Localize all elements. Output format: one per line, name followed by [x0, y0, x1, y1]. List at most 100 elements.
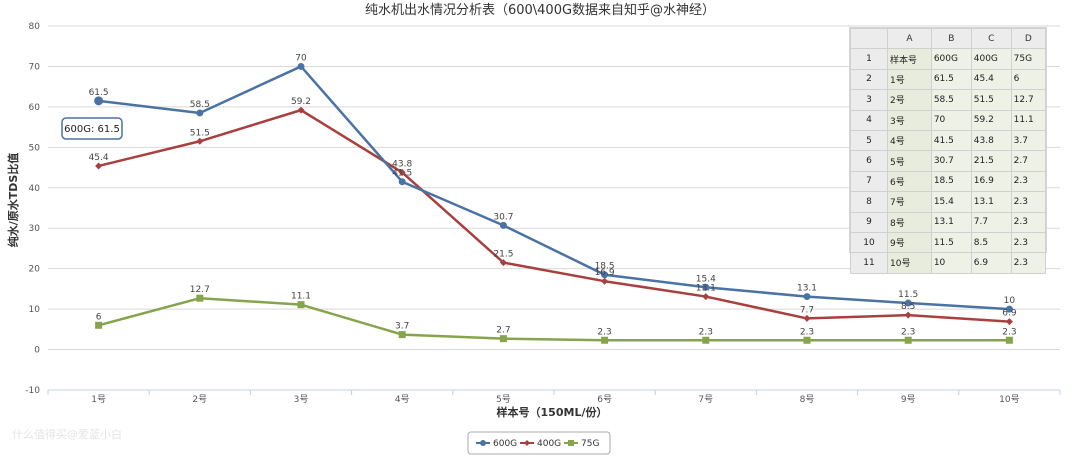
- data-point-600G[interactable]: [499, 221, 507, 229]
- sheet-row-number[interactable]: 11: [850, 252, 888, 274]
- data-point-400G[interactable]: [499, 259, 507, 267]
- sheet-cell[interactable]: 21.5: [970, 150, 1012, 172]
- sheet-cell[interactable]: 13.1: [930, 211, 972, 233]
- x-tick-label: 7号: [698, 394, 713, 405]
- sheet-cell[interactable]: 59.2: [970, 109, 1012, 131]
- sheet-cell[interactable]: 8.5: [970, 231, 1012, 254]
- sheet-cell[interactable]: 15.4: [930, 191, 972, 213]
- sheet-column-header[interactable]: B: [930, 27, 972, 50]
- sheet-cell[interactable]: 2.3: [1010, 231, 1047, 254]
- data-point-400G[interactable]: [95, 162, 103, 170]
- sheet-cell[interactable]: 6.9: [970, 252, 1012, 274]
- sheet-cell[interactable]: 11.5: [930, 231, 972, 254]
- sheet-cell[interactable]: 5号: [887, 150, 932, 172]
- sheet-row-number[interactable]: 4: [850, 109, 888, 131]
- sheet-cell[interactable]: 9号: [887, 231, 932, 254]
- data-label-600G: 30.7: [493, 212, 513, 222]
- sheet-column-header[interactable]: A: [887, 27, 932, 50]
- data-point-75G[interactable]: [95, 321, 103, 329]
- legend-item-600G[interactable]: 600G: [476, 439, 517, 449]
- sheet-cell[interactable]: 12.7: [1010, 89, 1047, 111]
- sheet-cell[interactable]: 51.5: [970, 89, 1012, 111]
- sheet-cell[interactable]: 3.7: [1010, 129, 1047, 152]
- sheet-cell[interactable]: 8号: [887, 211, 932, 233]
- sheet-cell[interactable]: 10: [930, 252, 972, 274]
- data-sheet: A B C D 1 样本号 600G 400G 75G 2 1号 61.5 45.4 6 3 2号 58.5 51…: [849, 27, 1047, 274]
- data-point-600G[interactable]: [398, 178, 406, 186]
- sheet-cell[interactable]: 16.9: [970, 170, 1012, 193]
- data-point-600G[interactable]: [1005, 305, 1013, 313]
- sheet-cell[interactable]: 3号: [887, 109, 932, 131]
- x-tick-label: 8号: [800, 394, 815, 405]
- sheet-row-number[interactable]: 5: [850, 129, 888, 152]
- sheet-cell[interactable]: 7号: [887, 191, 932, 213]
- legend-item-75G[interactable]: 75G: [564, 439, 599, 449]
- legend-item-400G[interactable]: 400G: [520, 439, 561, 449]
- sheet-row-number[interactable]: 2: [850, 68, 888, 91]
- data-point-600G[interactable]: [601, 271, 609, 279]
- sheet-row-number[interactable]: 3: [850, 89, 888, 111]
- data-point-400G[interactable]: [398, 168, 406, 176]
- sheet-cell[interactable]: 70: [930, 109, 972, 131]
- data-point-400G[interactable]: [1005, 318, 1013, 326]
- data-point-600G[interactable]: [702, 283, 710, 291]
- sheet-cell[interactable]: 样本号: [887, 48, 932, 70]
- data-point-400G[interactable]: [196, 137, 204, 145]
- data-point-600G[interactable]: [94, 96, 104, 106]
- sheet-row-number[interactable]: 6: [850, 150, 888, 172]
- sheet-column-header[interactable]: C: [970, 27, 1012, 50]
- sheet-cell[interactable]: 7.7: [970, 211, 1012, 233]
- data-point-75G[interactable]: [803, 336, 811, 344]
- sheet-cell[interactable]: 11.1: [1010, 109, 1047, 131]
- data-point-75G[interactable]: [904, 336, 912, 344]
- sheet-row-number[interactable]: 7: [850, 170, 888, 193]
- sheet-cell[interactable]: 400G: [970, 48, 1012, 70]
- sheet-row-number[interactable]: 9: [850, 211, 888, 233]
- sheet-cell[interactable]: 2.3: [1010, 252, 1047, 274]
- data-point-600G[interactable]: [803, 293, 811, 301]
- data-point-600G[interactable]: [904, 299, 912, 307]
- data-point-600G[interactable]: [297, 62, 305, 70]
- sheet-row-number[interactable]: 1: [850, 48, 888, 70]
- x-tick-label: 6号: [597, 394, 612, 405]
- sheet-cell[interactable]: 13.1: [970, 191, 1012, 213]
- sheet-column-header[interactable]: D: [1010, 27, 1047, 50]
- sheet-row-number[interactable]: 10: [850, 231, 888, 254]
- sheet-row-number[interactable]: 8: [850, 191, 888, 213]
- data-point-600G[interactable]: [196, 109, 204, 117]
- data-point-400G[interactable]: [702, 293, 710, 301]
- sheet-cell[interactable]: 45.4: [970, 68, 1012, 91]
- sheet-cell[interactable]: 6号: [887, 170, 932, 193]
- sheet-cell[interactable]: 41.5: [930, 129, 972, 152]
- sheet-cell[interactable]: 30.7: [930, 150, 972, 172]
- data-point-75G[interactable]: [196, 294, 204, 302]
- sheet-cell[interactable]: 2.7: [1010, 150, 1047, 172]
- sheet-cell[interactable]: 2.3: [1010, 211, 1047, 233]
- sheet-cell[interactable]: 2号: [887, 89, 932, 111]
- data-point-75G[interactable]: [499, 335, 507, 343]
- sheet-cell[interactable]: 2.3: [1010, 191, 1047, 213]
- data-point-400G[interactable]: [904, 311, 912, 319]
- data-point-400G[interactable]: [803, 314, 811, 322]
- sheet-cell[interactable]: 2.3: [1010, 170, 1047, 193]
- data-label-600G: 18.5: [595, 262, 615, 272]
- sheet-cell[interactable]: 75G: [1010, 48, 1047, 70]
- data-point-75G[interactable]: [601, 336, 609, 344]
- data-point-75G[interactable]: [398, 331, 406, 339]
- sheet-cell[interactable]: 6: [1010, 68, 1047, 91]
- data-point-400G[interactable]: [601, 277, 609, 285]
- data-point-75G[interactable]: [1005, 336, 1013, 344]
- legend[interactable]: 600G 400G 75G: [467, 431, 611, 455]
- sheet-cell[interactable]: 10号: [887, 252, 932, 274]
- sheet-cell[interactable]: 1号: [887, 68, 932, 91]
- data-point-75G[interactable]: [297, 301, 305, 309]
- sheet-cell[interactable]: 18.5: [930, 170, 972, 193]
- data-point-75G[interactable]: [702, 336, 710, 344]
- sheet-cell[interactable]: 600G: [930, 48, 972, 70]
- sheet-cell[interactable]: 58.5: [930, 89, 972, 111]
- data-point-400G[interactable]: [297, 106, 305, 114]
- sheet-cell[interactable]: 61.5: [930, 68, 972, 91]
- sheet-cell[interactable]: 43.8: [970, 129, 1012, 152]
- sheet-cell[interactable]: 4号: [887, 129, 932, 152]
